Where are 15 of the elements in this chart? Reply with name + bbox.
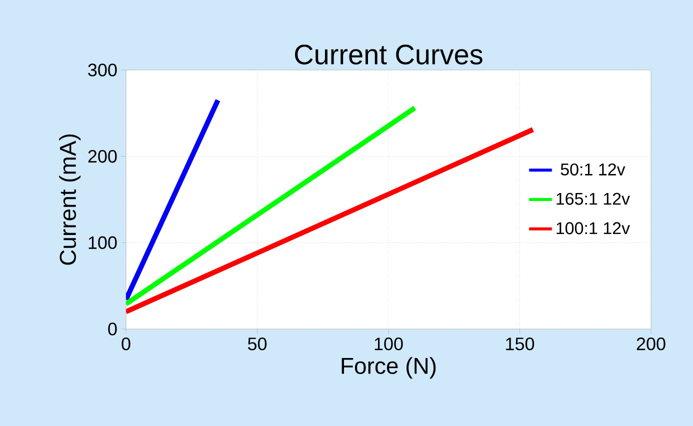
x-tick-label: 100 — [374, 338, 403, 350]
x-axis-title: Force (N) — [342, 357, 436, 379]
y-tick-label: 100 — [88, 236, 117, 250]
legend-label: 50:1 12v — [560, 163, 626, 176]
y-tick-label: 300 — [88, 64, 117, 76]
x-tick-label: 50 — [248, 338, 267, 350]
x-tick-label: 150 — [506, 338, 534, 350]
y-tick-label: 200 — [88, 150, 117, 163]
y-tick-label: 0 — [108, 322, 117, 336]
chart-title: Current Curves — [295, 44, 482, 64]
x-tick-label: 0 — [122, 338, 130, 350]
x-tick-label: 200 — [636, 338, 666, 350]
y-axis-title: Current (mA) — [59, 134, 81, 265]
legend-label: 165:1 12v — [556, 192, 630, 205]
legend-label: 100:1 12v — [556, 222, 630, 234]
